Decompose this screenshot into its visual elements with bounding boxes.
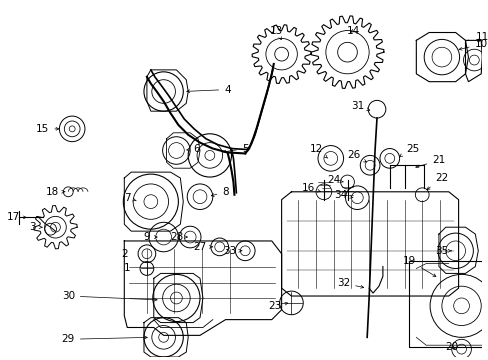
Text: 5: 5: [223, 144, 248, 153]
Text: 33: 33: [223, 246, 241, 256]
Text: 8: 8: [211, 187, 228, 197]
Text: 20: 20: [444, 342, 457, 352]
Text: 32: 32: [336, 278, 363, 288]
Text: 34: 34: [333, 190, 352, 200]
Text: 31: 31: [350, 101, 369, 111]
Text: 35: 35: [434, 246, 450, 256]
Text: 13: 13: [269, 26, 283, 40]
Text: 3: 3: [29, 222, 42, 232]
Text: 6: 6: [186, 144, 199, 153]
Text: 12: 12: [309, 144, 327, 158]
Text: 17: 17: [6, 212, 26, 222]
Text: 24: 24: [326, 175, 343, 185]
Text: 21: 21: [415, 155, 445, 168]
Text: 7: 7: [123, 193, 136, 203]
Text: 27: 27: [193, 242, 212, 252]
Text: 18: 18: [46, 187, 65, 197]
Text: 30: 30: [61, 291, 157, 301]
Text: 9: 9: [143, 232, 157, 242]
Text: 25: 25: [399, 144, 418, 157]
Text: 14: 14: [346, 26, 359, 36]
Text: 11: 11: [475, 32, 488, 42]
Text: 4: 4: [186, 85, 230, 95]
Text: 2: 2: [122, 249, 132, 259]
Text: 23: 23: [267, 301, 287, 311]
Text: 22: 22: [426, 173, 447, 190]
Text: 28: 28: [169, 232, 187, 242]
Text: 1: 1: [123, 264, 130, 274]
Text: 16: 16: [301, 183, 320, 193]
Text: 10: 10: [458, 39, 487, 50]
Text: 26: 26: [346, 150, 366, 162]
Text: 19: 19: [402, 256, 435, 276]
Text: 29: 29: [61, 334, 147, 344]
Text: 15: 15: [36, 124, 59, 134]
